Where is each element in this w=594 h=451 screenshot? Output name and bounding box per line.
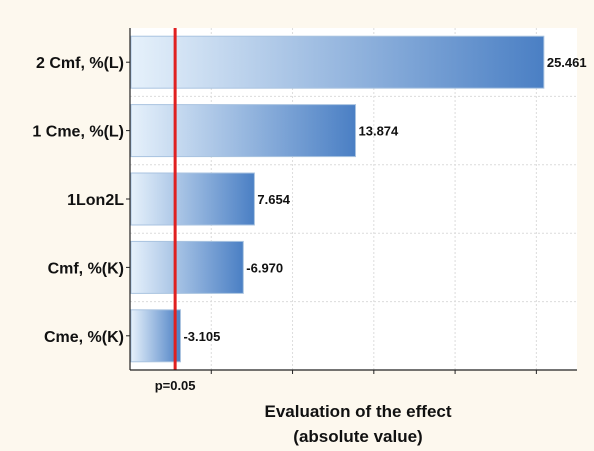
x-axis-title-line2: (absolute value): [293, 427, 422, 446]
threshold-label: p=0.05: [155, 378, 196, 393]
bar-value-label: 13.874: [359, 124, 400, 139]
category-label: Cme, %(K): [44, 329, 124, 346]
bar-value-label: -6.970: [246, 260, 283, 275]
category-label: 2 Cmf, %(L): [36, 55, 124, 72]
bar: [130, 104, 357, 158]
bar: [130, 172, 255, 226]
category-label: Cmf, %(K): [48, 260, 124, 277]
bar: [130, 35, 545, 89]
x-axis-title-line1: Evaluation of the effect: [264, 402, 451, 421]
bar: [130, 309, 181, 363]
bar: [130, 240, 244, 294]
bar-value-label: 25.461: [547, 55, 587, 70]
category-label: 1Lon2L: [67, 192, 124, 209]
category-label: 1 Cme, %(L): [32, 124, 124, 141]
bar-value-label: -3.105: [183, 329, 220, 344]
bar-value-label: 7.654: [257, 192, 290, 207]
